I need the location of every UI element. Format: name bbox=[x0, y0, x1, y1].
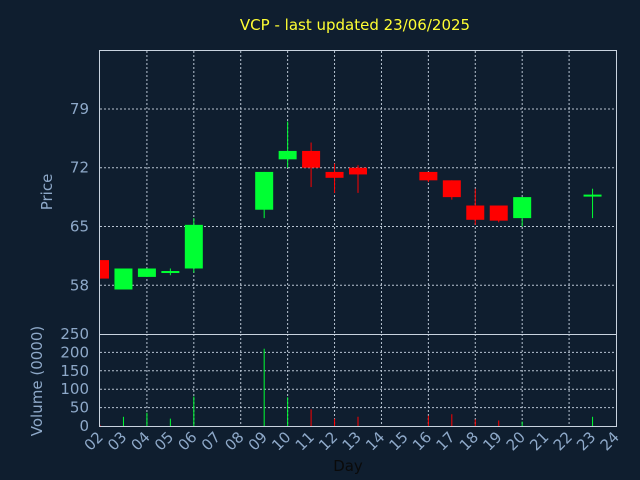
day-tick-label: 22 bbox=[550, 428, 576, 454]
day-tick-label: 04 bbox=[128, 428, 154, 454]
day-tick-label: 24 bbox=[597, 428, 623, 454]
day-tick-label: 23 bbox=[573, 428, 599, 454]
candle-body bbox=[302, 150, 321, 168]
candle-body bbox=[161, 271, 180, 274]
candle-body bbox=[583, 194, 602, 197]
day-tick-label: 03 bbox=[104, 428, 130, 454]
candle-body bbox=[278, 150, 297, 160]
price-tick-label: 72 bbox=[70, 159, 89, 177]
candle-body bbox=[349, 167, 367, 175]
volume-tick-label: 0 bbox=[79, 417, 89, 435]
day-tick-label: 08 bbox=[221, 428, 247, 454]
day-tick-label: 13 bbox=[339, 428, 365, 454]
day-tick-label: 14 bbox=[362, 428, 388, 454]
day-tick-label: 16 bbox=[409, 428, 435, 454]
price-tick-label: 65 bbox=[70, 218, 89, 236]
day-axis-ticks: 0203040506070809101112131415161718192021… bbox=[81, 428, 623, 454]
price-tick-label: 79 bbox=[70, 100, 89, 118]
candle-body bbox=[489, 205, 508, 221]
day-tick-label: 11 bbox=[292, 428, 318, 454]
volume-tick-label: 150 bbox=[60, 362, 89, 380]
day-axis-label: Day bbox=[333, 457, 363, 475]
candle-body bbox=[184, 224, 203, 269]
day-tick-label: 09 bbox=[245, 428, 271, 454]
volume-bars bbox=[99, 348, 594, 426]
candle-body bbox=[325, 171, 344, 178]
price-tick-label: 58 bbox=[70, 276, 89, 294]
candle-body bbox=[137, 268, 156, 277]
day-tick-label: 17 bbox=[432, 428, 458, 454]
price-candles bbox=[99, 121, 602, 290]
day-tick-label: 15 bbox=[386, 428, 412, 454]
day-tick-label: 18 bbox=[456, 428, 482, 454]
candle-body bbox=[466, 205, 485, 220]
candle-body bbox=[419, 171, 438, 181]
volume-panel-frame bbox=[99, 334, 617, 427]
chart-title: VCP - last updated 23/06/2025 bbox=[240, 16, 470, 34]
price-axis-ticks: 58 65 72 79 bbox=[70, 100, 89, 294]
day-tick-label: 05 bbox=[151, 428, 177, 454]
day-tick-label: 10 bbox=[268, 428, 294, 454]
day-tick-label: 12 bbox=[315, 428, 341, 454]
volume-grid bbox=[100, 334, 616, 426]
candle-body bbox=[114, 268, 133, 290]
day-tick-label: 20 bbox=[503, 428, 529, 454]
day-tick-label: 06 bbox=[174, 428, 200, 454]
volume-tick-label: 50 bbox=[70, 399, 89, 417]
candle-body bbox=[442, 180, 461, 198]
volume-tick-label: 100 bbox=[60, 380, 89, 398]
day-tick-label: 07 bbox=[198, 428, 224, 454]
candle-body bbox=[513, 197, 532, 219]
volume-axis-label: Volume (0000) bbox=[28, 326, 46, 436]
day-tick-label: 19 bbox=[479, 428, 505, 454]
day-tick-label: 21 bbox=[526, 428, 552, 454]
price-axis-label: Price bbox=[38, 174, 56, 211]
candle-body bbox=[255, 171, 274, 210]
volume-tick-label: 250 bbox=[60, 325, 89, 343]
candle-body bbox=[100, 260, 109, 279]
volume-tick-label: 200 bbox=[60, 343, 89, 361]
